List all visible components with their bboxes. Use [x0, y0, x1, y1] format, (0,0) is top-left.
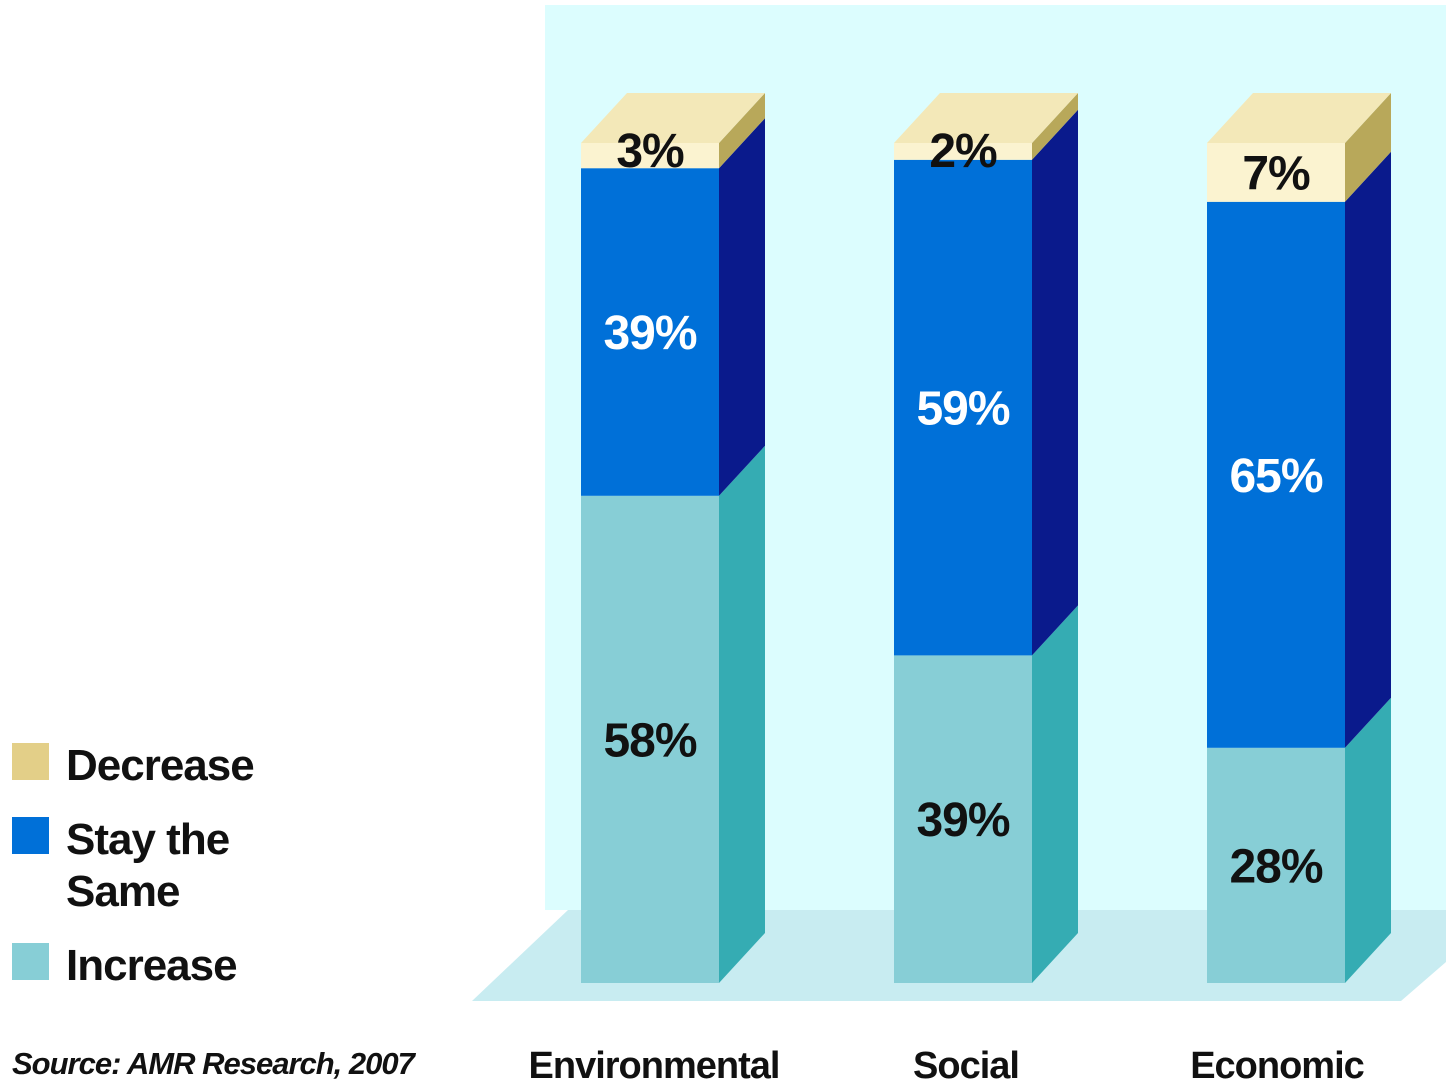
legend-swatch-stay-the-same [12, 817, 49, 854]
bar-segment-stay-the-same-environmental [581, 168, 719, 496]
value-label-increase-economic: 28% [1229, 840, 1322, 893]
bar-top-economic [1207, 93, 1391, 143]
category-label-environmental: Environmental [529, 1045, 780, 1085]
value-label-stay-the-same-environmental: 39% [603, 307, 696, 360]
legend-swatch-increase [12, 943, 49, 980]
bar-side-increase-environmental [719, 445, 765, 983]
bar-side-decrease-economic [1345, 93, 1391, 202]
bar-side-decrease-social [1032, 93, 1078, 160]
bar-segment-stay-the-same-social [894, 159, 1032, 656]
bar-segment-decrease-economic [1207, 143, 1345, 202]
bar-segment-increase-economic [1207, 747, 1345, 983]
source-note: Source: AMR Research, 2007 [12, 1046, 415, 1081]
bar-segment-decrease-social [894, 143, 1032, 160]
value-label-increase-environmental: 58% [603, 714, 696, 767]
bar-side-increase-social [1032, 605, 1078, 983]
legend: Decrease Stay the Same Increase [12, 740, 332, 1014]
value-label-stay-the-same-social: 59% [916, 383, 1009, 436]
bar-segment-decrease-environmental [581, 143, 719, 169]
bar-side-stay-the-same-environmental [719, 118, 765, 496]
legend-item-stay-the-same: Stay the Same [12, 814, 332, 918]
bar-segment-increase-social [894, 655, 1032, 983]
legend-label-increase: Increase [66, 941, 238, 990]
legend-item-increase: Increase [12, 940, 332, 992]
category-label-economic: Economic [1190, 1045, 1364, 1085]
value-label-decrease-environmental: 3% [616, 125, 684, 178]
legend-swatch-decrease [12, 743, 49, 780]
bar-top-environmental [581, 93, 765, 143]
legend-label-decrease: Decrease [66, 741, 255, 790]
bar-side-decrease-environmental [719, 93, 765, 169]
value-label-decrease-economic: 7% [1242, 147, 1310, 200]
value-label-decrease-social: 2% [929, 125, 997, 178]
value-label-stay-the-same-economic: 65% [1229, 450, 1322, 503]
bar-side-increase-economic [1345, 697, 1391, 983]
legend-label-stay-the-same: Stay the Same [66, 815, 230, 916]
category-label-social: Social [913, 1045, 1019, 1085]
bar-segment-increase-environmental [581, 495, 719, 983]
bar-side-stay-the-same-economic [1345, 151, 1391, 748]
bar-side-stay-the-same-social [1032, 109, 1078, 656]
legend-item-decrease: Decrease [12, 740, 332, 792]
bar-segment-stay-the-same-economic [1207, 201, 1345, 748]
bar-top-social [894, 93, 1078, 143]
value-label-increase-social: 39% [916, 794, 1009, 847]
